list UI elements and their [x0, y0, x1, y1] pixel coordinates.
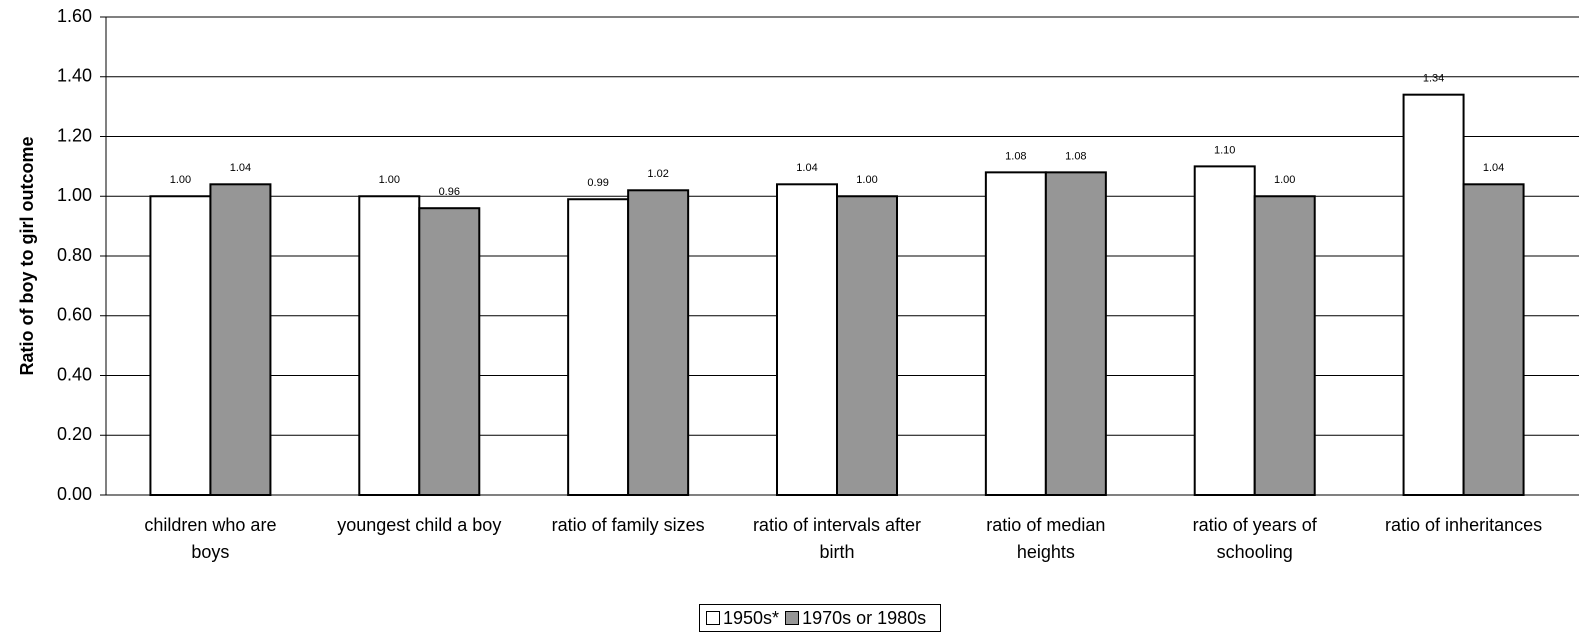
bar — [776, 183, 838, 497]
value-label: 1.00 — [170, 174, 191, 186]
bar — [358, 195, 421, 496]
value-label: 1.08 — [1005, 150, 1026, 162]
legend-item: 1970s or 1980s — [785, 608, 926, 629]
bar — [836, 195, 898, 496]
bar — [1402, 93, 1465, 497]
legend-item: 1950s* — [706, 608, 779, 629]
bar — [1044, 171, 1107, 496]
bar — [984, 171, 1047, 496]
y-tick-label: 1.00 — [57, 185, 92, 205]
value-label: 1.00 — [856, 174, 877, 186]
bar — [627, 189, 690, 496]
value-label: 1.04 — [796, 162, 817, 174]
x-tick-label: ratio of inheritances — [1385, 515, 1543, 535]
legend-swatch — [785, 611, 800, 625]
y-tick-label: 0.20 — [57, 424, 92, 444]
value-label: 1.08 — [1065, 150, 1086, 162]
bar — [209, 183, 272, 497]
y-tick-label: 0.80 — [57, 245, 92, 265]
x-tick-label: ratio of years of schooling — [1192, 515, 1317, 562]
value-label: 1.10 — [1214, 144, 1235, 156]
y-tick-label: 1.60 — [57, 6, 92, 26]
y-tick-label: 1.40 — [57, 66, 92, 86]
legend-swatch — [706, 611, 720, 625]
bar — [1193, 165, 1256, 496]
value-label: 1.02 — [647, 168, 668, 180]
value-label: 1.04 — [230, 162, 251, 174]
value-label: 1.34 — [1423, 73, 1444, 85]
y-tick-label: 0.40 — [57, 364, 92, 384]
bar — [1462, 183, 1525, 497]
legend-label: 1970s or 1980s — [802, 607, 927, 628]
x-tick-label: ratio of family sizes — [551, 515, 705, 535]
value-label: 1.04 — [1483, 162, 1504, 174]
x-tick-label: youngest child a boy — [337, 515, 502, 535]
y-tick-label: 0.00 — [57, 484, 92, 504]
bar — [567, 198, 630, 497]
legend-label: 1950s* — [723, 607, 780, 628]
value-label: 1.00 — [379, 174, 400, 186]
legend: 1950s* 1970s or 1980s — [699, 604, 942, 632]
bar — [418, 207, 481, 496]
bar — [149, 195, 212, 496]
value-label: 0.99 — [587, 177, 608, 189]
x-tick-label: ratio of intervals after birth — [752, 515, 922, 562]
bar — [1253, 195, 1316, 496]
x-tick-label: ratio of median heights — [986, 515, 1106, 562]
y-tick-label: 0.60 — [57, 305, 92, 325]
value-label: 0.96 — [439, 186, 460, 198]
y-axis-title: Ratio of boy to girl outcome — [17, 137, 37, 376]
x-tick-label: children who are boys — [144, 515, 277, 562]
y-tick-label: 1.20 — [57, 125, 92, 145]
value-label: 1.00 — [1274, 174, 1295, 186]
